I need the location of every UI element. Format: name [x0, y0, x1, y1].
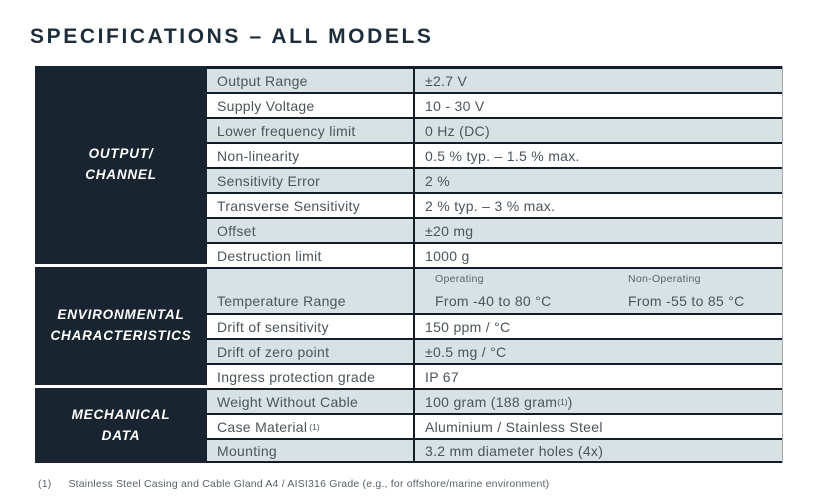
spec-label: Drift of zero point — [207, 340, 415, 363]
spec-label: Lower frequency limit — [207, 119, 415, 142]
spec-label: Output Range — [207, 69, 415, 92]
table-row: Weight Without Cable 100 gram (188 gram(… — [207, 388, 782, 413]
section-title-line: CHARACTERISTICS — [50, 328, 192, 343]
table-row: Drift of zero point ±0.5 mg / °C — [207, 338, 782, 363]
section-title-line: DATA — [101, 427, 141, 443]
table-row: Offset ±20 mg — [207, 217, 782, 242]
section-rows: Output Range ±2.7 V Supply Voltage 10 - … — [207, 66, 783, 267]
footnote-reference: (1) — [557, 396, 568, 407]
spec-label: Destruction limit — [207, 244, 415, 267]
spec-value: 2 % — [425, 172, 451, 189]
spec-label: Offset — [207, 219, 415, 242]
spec-label: Mounting — [207, 440, 415, 461]
section-rows: Temperature Range Operating From -40 to … — [207, 267, 783, 388]
section-header-output-channel: OUTPUT/ CHANNEL — [35, 66, 207, 267]
footnote-text: Stainless Steel Casing and Cable Gland A… — [68, 478, 550, 490]
non-operating-value: From -55 to 85 °C — [628, 293, 745, 309]
spec-value: 10 - 30 V — [425, 97, 485, 114]
spec-value: 0.5 % typ. – 1.5 % max. — [425, 147, 580, 164]
page-title: SPECIFICATIONS – ALL MODELS — [30, 25, 434, 48]
temperature-non-operating-column: Non-Operating From -55 to 85 °C — [618, 269, 745, 313]
temperature-operating-column: Operating From -40 to 80 °C — [425, 269, 618, 313]
table-row: Ingress protection grade IP 67 — [207, 363, 782, 388]
spec-label: Drift of sensitivity — [207, 315, 415, 338]
section-mechanical-data: MECHANICAL DATA Weight Without Cable 100… — [35, 388, 783, 463]
spec-value: IP 67 — [425, 368, 459, 385]
table-row-temperature: Temperature Range Operating From -40 to … — [207, 267, 782, 313]
weight-value-suffix: ) — [567, 393, 573, 410]
footnote-number: (1) — [38, 478, 52, 490]
spec-value: 3.2 mm diameter holes (4x) — [425, 442, 604, 459]
spec-label: Sensitivity Error — [207, 169, 415, 192]
case-material-label: Case Material — [217, 418, 308, 435]
non-operating-label: Non-Operating — [628, 273, 701, 285]
section-header-mechanical: MECHANICAL DATA — [35, 388, 207, 463]
table-row: Case Material (1) Aluminium / Stainless S… — [207, 413, 782, 438]
spec-value: 1000 g — [425, 247, 470, 264]
table-row: Drift of sensitivity 150 ppm / °C — [207, 313, 782, 338]
footnote: (1) Stainless Steel Casing and Cable Gla… — [38, 478, 549, 490]
spec-value: 150 ppm / °C — [425, 318, 511, 335]
spec-value: ±20 mg — [425, 222, 474, 239]
spec-value: ±2.7 V — [425, 72, 468, 89]
spec-value: Aluminium / Stainless Steel — [425, 418, 603, 435]
temperature-value-cell: Operating From -40 to 80 °C Non-Operatin… — [415, 269, 782, 313]
table-row: Non-linearity 0.5 % typ. – 1.5 % max. — [207, 142, 782, 167]
spec-value: ±0.5 mg / °C — [425, 343, 507, 360]
section-output-channel: OUTPUT/ CHANNEL Output Range ±2.7 V Supp… — [35, 66, 783, 267]
specifications-table: OUTPUT/ CHANNEL Output Range ±2.7 V Supp… — [35, 66, 783, 463]
section-rows: Weight Without Cable 100 gram (188 gram(… — [207, 388, 783, 463]
spec-label: Weight Without Cable — [207, 390, 415, 413]
section-title-line: MECHANICAL — [71, 406, 171, 422]
footnote-reference: (1) — [309, 421, 320, 432]
operating-value: From -40 to 80 °C — [435, 293, 552, 309]
table-row: Supply Voltage 10 - 30 V — [207, 92, 782, 117]
spec-label: Transverse Sensitivity — [207, 194, 415, 217]
table-row: Output Range ±2.7 V — [207, 66, 782, 92]
spec-label: Ingress protection grade — [207, 365, 415, 388]
spec-value: 100 gram (188 gram (1)) — [415, 390, 782, 413]
section-header-environmental: ENVIRONMENTAL CHARACTERISTICS — [35, 267, 207, 388]
operating-label: Operating — [435, 273, 484, 285]
weight-value-prefix: 100 gram (188 gram — [425, 393, 558, 410]
section-environmental-characteristics: ENVIRONMENTAL CHARACTERISTICS Temperatur… — [35, 267, 783, 388]
table-row: Sensitivity Error 2 % — [207, 167, 782, 192]
table-row: Transverse Sensitivity 2 % typ. – 3 % ma… — [207, 192, 782, 217]
spec-label: Case Material (1) — [207, 415, 415, 438]
spec-value: 2 % typ. – 3 % max. — [425, 197, 556, 214]
spec-label: Non-linearity — [207, 144, 415, 167]
section-title-line: OUTPUT/ — [88, 146, 154, 162]
table-row: Lower frequency limit 0 Hz (DC) — [207, 117, 782, 142]
section-title-line: ENVIRONMENTAL — [57, 307, 185, 323]
spec-label: Temperature Range — [207, 269, 415, 313]
section-title-line: CHANNEL — [85, 167, 157, 182]
table-row: Destruction limit 1000 g — [207, 242, 782, 267]
spec-value: 0 Hz (DC) — [425, 122, 490, 139]
table-row: Mounting 3.2 mm diameter holes (4x) — [207, 438, 782, 463]
spec-label: Supply Voltage — [207, 94, 415, 117]
